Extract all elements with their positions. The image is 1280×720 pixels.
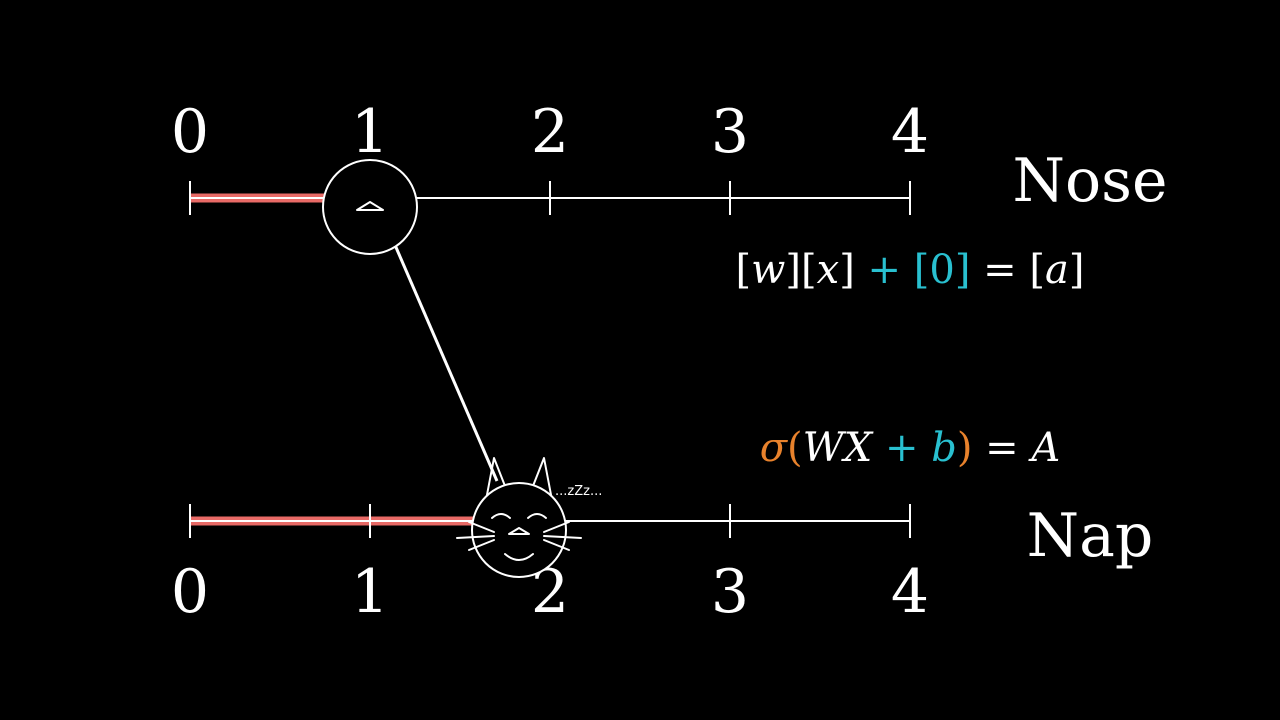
top-number-line: 0 1 2 3 4 Nose (171, 97, 1168, 216)
bottom-axis-name: Nap (1027, 501, 1154, 571)
eq1-plus: + (868, 247, 902, 293)
eq2-open-paren: ( (787, 425, 803, 471)
cat-left-eye (491, 513, 511, 519)
eq1-bracket: [ (901, 247, 929, 293)
eq2-space (872, 425, 885, 471)
sleep-text: ...zZz... (555, 484, 602, 499)
cat-right-eye (527, 513, 547, 519)
eq1-bracket: ] (839, 247, 867, 293)
eq1-equals-sign: = (983, 247, 1017, 293)
eq1-x: x (817, 247, 840, 293)
cat-right-whiskers (543, 521, 582, 551)
top-tick-label-2: 2 (531, 97, 569, 167)
eq1-bracket: ] (955, 247, 971, 293)
eq2-a: A (1027, 425, 1060, 471)
bottom-tick-label-0: 0 (171, 557, 209, 627)
eq2-sigma: σ (760, 425, 789, 471)
cat-left-ear (485, 457, 506, 501)
eq1-bracket: ] (1069, 247, 1085, 293)
eq2-wx: WX (803, 425, 874, 471)
cat-right-ear (532, 457, 553, 501)
eq2-equals: = (985, 425, 1019, 471)
eq1-w: w (751, 247, 785, 293)
top-value-marker (322, 159, 418, 255)
sleeping-cat-icon (456, 457, 582, 578)
eq2-close-paren: ) (957, 425, 973, 471)
top-tick-label-3: 3 (711, 97, 749, 167)
equation-activation: σ(WX + b) = A (760, 425, 1061, 471)
eq2-space (972, 425, 985, 471)
top-tick-label-1: 1 (351, 97, 389, 167)
eq1-equals (970, 247, 983, 293)
bottom-number-line: 0 1 2 3 4 Nap (171, 501, 1153, 627)
bottom-tick-label-4: 4 (891, 557, 929, 627)
cat-nose (508, 527, 530, 535)
eq1-bracket: ][ (785, 247, 816, 293)
top-tick-label-4: 4 (891, 97, 929, 167)
eq2-space (918, 425, 931, 471)
top-marker-circle (322, 159, 418, 255)
eq1-bracket: [ (1017, 247, 1045, 293)
eq2-plus: + (885, 425, 919, 471)
cat-mouth (504, 553, 534, 561)
bottom-value-marker: ...zZz... (456, 457, 602, 578)
cat-left-whiskers (456, 521, 495, 551)
cat-head (471, 482, 567, 578)
equation-linear: [w][x] + [0] = [a] (736, 247, 1085, 293)
nose-icon (356, 201, 384, 211)
top-tick-label-0: 0 (171, 97, 209, 167)
eq2-space (1019, 425, 1032, 471)
bottom-tick-label-3: 3 (711, 557, 749, 627)
eq1-bracket: [ (736, 247, 752, 293)
eq1-a: a (1045, 247, 1069, 293)
eq1-bias: 0 (929, 247, 954, 293)
bottom-tick-label-1: 1 (351, 557, 389, 627)
top-axis-name: Nose (1013, 146, 1168, 216)
eq2-b: b (931, 425, 957, 471)
connector-line (393, 244, 499, 482)
